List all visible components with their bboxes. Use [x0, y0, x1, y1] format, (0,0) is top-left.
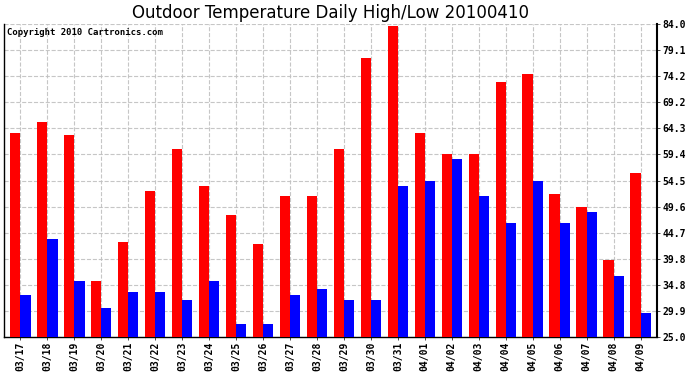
Bar [155, 292, 166, 375]
Bar [145, 191, 155, 375]
Text: Copyright 2010 Cartronics.com: Copyright 2010 Cartronics.com [8, 28, 164, 38]
Bar [263, 324, 273, 375]
Bar [101, 308, 112, 375]
Bar [560, 223, 570, 375]
Bar [182, 300, 193, 375]
Bar [172, 148, 182, 375]
Bar [361, 58, 371, 375]
Bar [118, 242, 128, 375]
Title: Outdoor Temperature Daily High/Low 20100410: Outdoor Temperature Daily High/Low 20100… [132, 4, 529, 22]
Bar [506, 223, 516, 375]
Bar [37, 122, 48, 375]
Bar [398, 186, 408, 375]
Bar [209, 282, 219, 375]
Bar [371, 300, 381, 375]
Bar [91, 282, 101, 375]
Bar [533, 180, 543, 375]
Bar [290, 295, 300, 375]
Bar [425, 180, 435, 375]
Bar [344, 300, 354, 375]
Bar [415, 133, 425, 375]
Bar [10, 133, 20, 375]
Bar [75, 282, 85, 375]
Bar [586, 212, 597, 375]
Bar [307, 196, 317, 375]
Bar [64, 135, 75, 375]
Bar [48, 239, 57, 375]
Bar [20, 295, 30, 375]
Bar [279, 196, 290, 375]
Bar [199, 186, 209, 375]
Bar [334, 148, 344, 375]
Bar [236, 324, 246, 375]
Bar [522, 74, 533, 375]
Bar [226, 215, 236, 375]
Bar [576, 207, 586, 375]
Bar [388, 26, 398, 375]
Bar [631, 172, 640, 375]
Bar [128, 292, 139, 375]
Bar [317, 290, 327, 375]
Bar [603, 260, 613, 375]
Bar [479, 196, 489, 375]
Bar [495, 82, 506, 375]
Bar [452, 159, 462, 375]
Bar [469, 154, 479, 375]
Bar [442, 154, 452, 375]
Bar [549, 194, 560, 375]
Bar [640, 314, 651, 375]
Bar [613, 276, 624, 375]
Bar [253, 244, 263, 375]
